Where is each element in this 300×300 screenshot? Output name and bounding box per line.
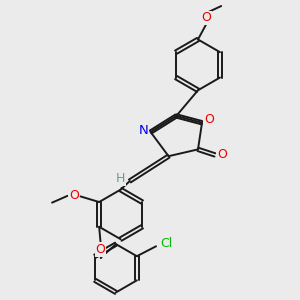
Text: O: O	[217, 148, 227, 161]
Text: O: O	[69, 189, 79, 202]
Text: O: O	[204, 112, 214, 125]
Text: N: N	[139, 124, 149, 137]
Text: H: H	[116, 172, 125, 185]
Text: O: O	[96, 243, 106, 256]
Text: O: O	[202, 11, 212, 24]
Text: Cl: Cl	[160, 237, 172, 250]
